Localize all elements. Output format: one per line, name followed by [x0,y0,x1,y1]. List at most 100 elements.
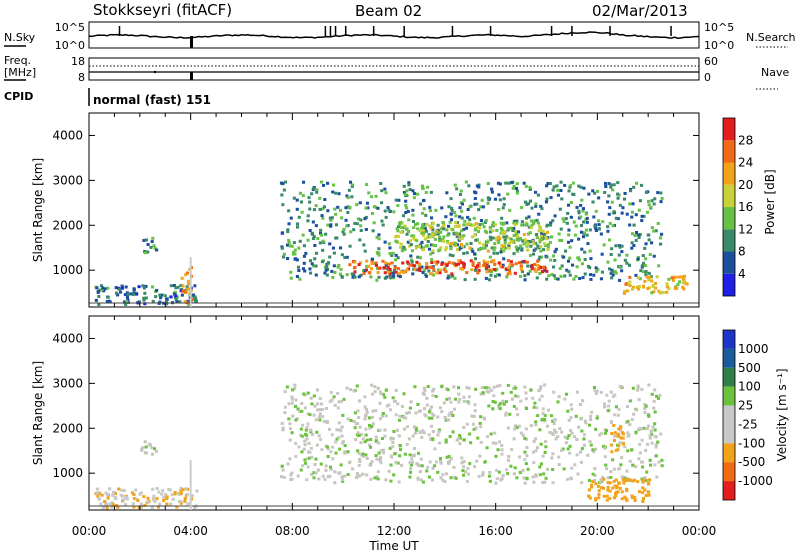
power-cell [517,230,521,234]
velocity-cell [496,448,500,452]
power-ytick-label: 3000 [52,173,83,187]
velocity-cell [363,417,367,421]
velocity-cell [655,475,659,479]
velocity-cell [546,408,550,412]
power-cell [424,274,428,278]
velocity-cell [510,397,514,401]
velocity-cell [541,411,545,415]
power-cell [174,298,178,302]
power-cell [340,275,344,278]
power-colorbar-segment [723,207,735,230]
velocity-cell [457,400,461,404]
power-ylabel: Slant Range [km] [31,158,45,262]
power-cell [614,216,618,220]
power-cell [659,290,663,294]
power-cell [176,285,180,289]
power-cell [412,236,416,240]
power-cell [287,238,291,242]
power-cell [486,260,490,264]
power-cell [433,237,437,241]
velocity-cell [352,419,356,423]
power-cell [407,183,411,187]
power-cell [444,246,448,249]
velocity-cell [108,487,112,491]
power-cell [504,267,508,271]
velocity-cell [358,457,362,461]
power-cell [495,273,499,277]
power-cell [523,278,527,282]
velocity-cell [407,437,411,441]
power-cell [158,293,162,297]
power-cell [618,265,622,269]
velocity-cell [436,415,440,419]
power-cell [331,275,335,279]
velocity-cell [581,399,585,403]
power-cell [304,251,308,255]
velocity-cell [526,467,530,471]
velocity-cell [308,456,312,460]
velocity-cell [616,434,620,438]
power-cell [352,228,356,232]
velocity-cell [516,413,520,417]
power-cell [582,235,586,239]
power-cell [493,242,497,246]
velocity-cell [357,416,361,419]
velocity-cell [587,488,591,492]
velocity-cell [541,454,545,458]
power-cell [640,214,644,218]
velocity-cell [660,458,664,462]
power-cell [625,212,629,216]
velocity-cell [588,440,592,444]
power-cell [618,245,622,249]
velocity-cell [610,443,614,447]
power-cell [290,244,294,248]
power-cell [660,196,664,200]
velocity-cell [305,437,309,441]
power-cell [298,277,302,281]
velocity-cell [283,390,287,394]
velocity-cell [409,463,413,467]
power-cell [351,275,355,279]
velocity-cell [162,499,166,502]
velocity-cell [657,460,661,464]
power-cell [399,230,403,234]
power-cell [376,267,380,270]
velocity-cell [359,441,363,445]
power-cell [621,206,625,210]
velocity-cell [582,437,586,441]
velocity-cell [465,479,469,483]
power-cell [609,253,613,256]
power-cell [181,284,185,288]
power-cell [96,290,100,294]
power-cell [424,244,428,248]
velocity-cell [603,402,607,406]
velocity-cell [656,440,660,444]
velocity-cell [427,410,431,414]
power-cell [429,226,433,230]
velocity-cell [170,493,174,497]
power-cell [404,204,408,207]
velocity-cell [318,408,322,412]
power-cell [638,277,642,281]
power-cell [571,192,575,196]
power-cell [426,240,430,243]
velocity-cell [423,413,427,417]
power-cell [513,271,517,275]
power-cell [449,197,453,201]
power-cell [589,277,593,281]
power-cell [175,300,179,304]
velocity-cell [281,468,285,472]
velocity-cell [430,412,434,416]
power-cell [393,258,397,262]
velocity-cell [636,480,640,484]
velocity-cell [184,487,188,491]
power-cell [302,244,306,248]
power-cell [287,240,291,244]
power-cell [534,270,538,273]
power-cell [377,233,381,237]
velocity-cell [293,387,297,390]
power-cell [154,295,158,299]
power-cell [408,244,412,248]
power-cell [654,229,658,233]
